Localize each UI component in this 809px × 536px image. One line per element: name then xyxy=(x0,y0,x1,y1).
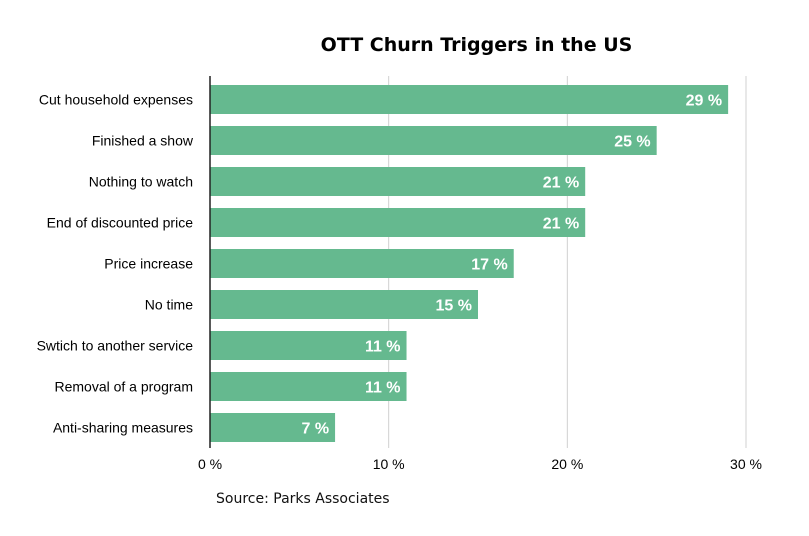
source-note: Source: Parks Associates xyxy=(216,491,390,507)
bar xyxy=(210,167,586,196)
category-label: Swtich to another service xyxy=(37,338,194,354)
bar xyxy=(210,413,336,442)
labels: 0 % 10 % 20 % 30 % Cut household expenses 29 … xyxy=(37,92,762,473)
bar xyxy=(210,249,514,278)
data-label: 25 % xyxy=(614,134,650,151)
category-label: Nothing to watch xyxy=(89,174,193,190)
data-label: 15 % xyxy=(436,298,472,315)
bar xyxy=(210,290,478,319)
bar xyxy=(210,331,407,360)
category-label: Finished a show xyxy=(92,133,194,149)
x-tick-label: 30 % xyxy=(730,456,762,472)
category-label: Anti-sharing measures xyxy=(53,420,193,436)
bar xyxy=(210,208,586,237)
category-label: End of discounted price xyxy=(47,215,194,231)
data-label: 21 % xyxy=(543,216,579,233)
category-label: No time xyxy=(145,297,193,313)
data-label: 17 % xyxy=(471,257,507,274)
data-label: 11 % xyxy=(365,339,401,356)
chart-title: OTT Churn Triggers in the US xyxy=(320,34,633,56)
x-tick-label: 0 % xyxy=(198,456,222,472)
bars xyxy=(210,85,729,442)
data-label: 11 % xyxy=(365,380,401,397)
category-label: Cut household expenses xyxy=(39,92,193,108)
x-tick-label: 10 % xyxy=(373,456,405,472)
data-label: 29 % xyxy=(686,93,722,110)
bar xyxy=(210,372,407,401)
bar xyxy=(210,85,729,114)
data-label: 21 % xyxy=(543,175,579,192)
x-tick-label: 20 % xyxy=(551,456,583,472)
bar xyxy=(210,126,657,155)
category-label: Removal of a program xyxy=(54,379,193,395)
category-label: Price increase xyxy=(104,256,193,272)
data-label: 7 % xyxy=(301,421,329,438)
